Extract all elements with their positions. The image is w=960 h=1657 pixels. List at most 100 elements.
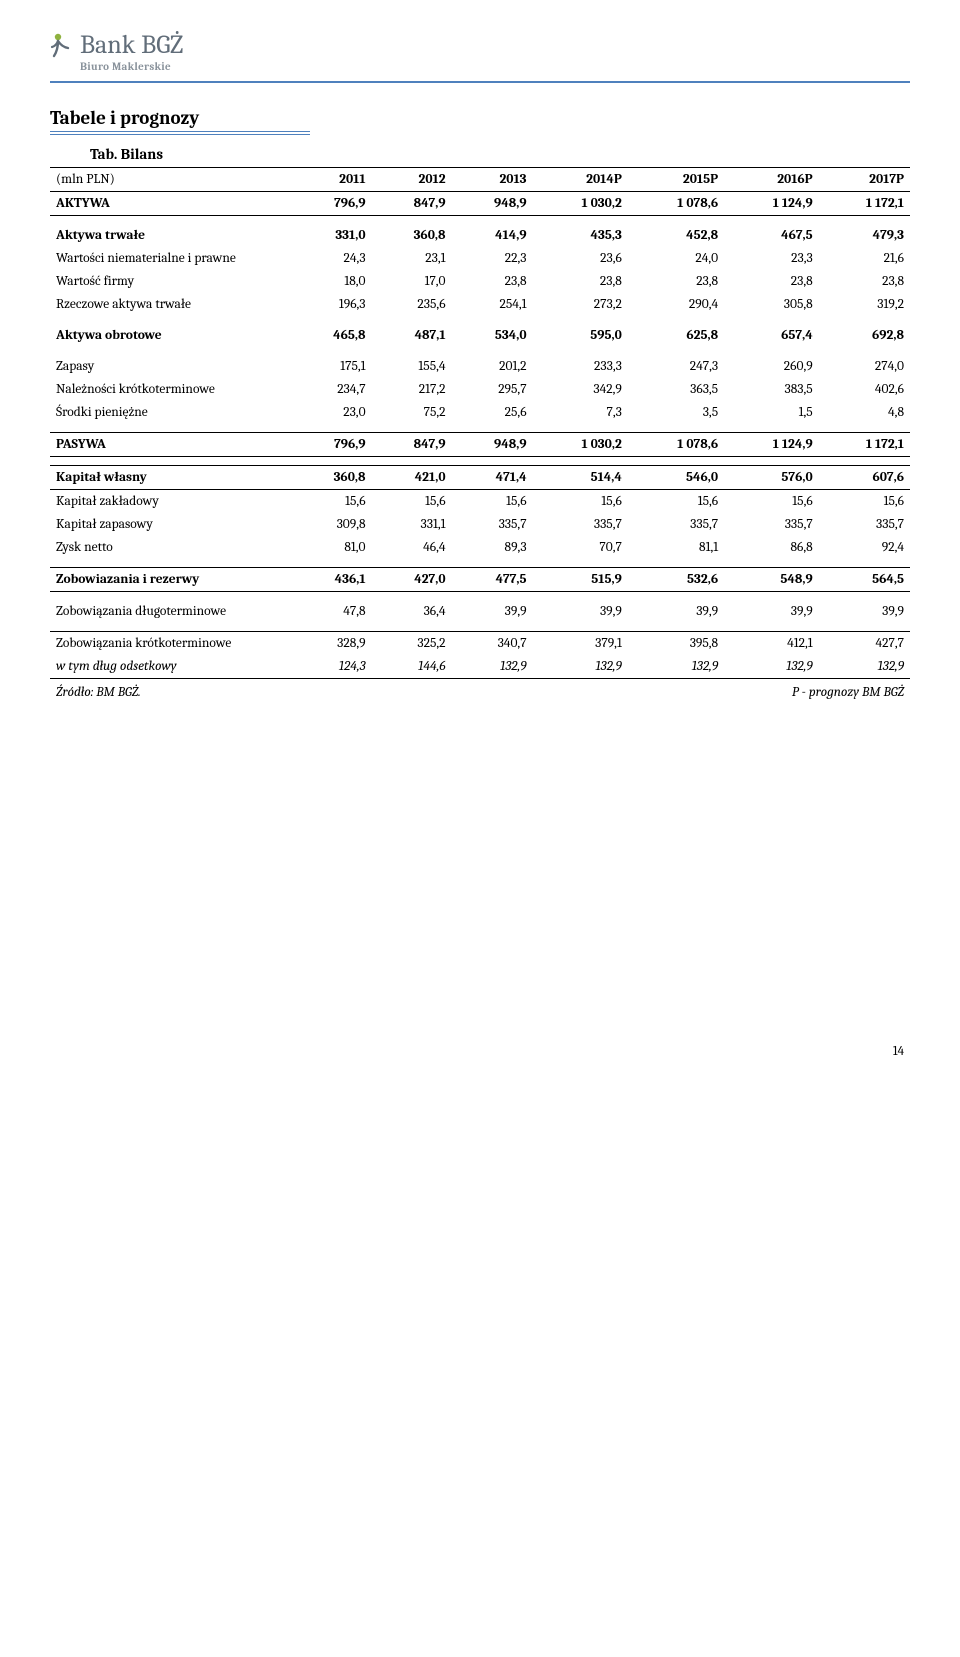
value-cell: 948,9: [452, 433, 533, 457]
table-row: Wartość firmy18,017,023,823,823,823,823,…: [50, 270, 910, 293]
col-6: 2017P: [819, 168, 910, 192]
value-cell: 479,3: [819, 224, 910, 247]
value-cell: 15,6: [724, 490, 819, 514]
brand-name: Bank BGŻ: [80, 30, 183, 60]
value-cell: 24,0: [628, 247, 724, 270]
value-cell: 1 172,1: [819, 433, 910, 457]
value-cell: 402,6: [819, 378, 910, 401]
value-cell: 233,3: [533, 355, 628, 378]
value-cell: 309,8: [291, 513, 372, 536]
value-cell: 1 124,9: [724, 433, 819, 457]
value-cell: 576,0: [724, 466, 819, 490]
value-cell: 331,1: [372, 513, 452, 536]
value-cell: 39,9: [819, 600, 910, 623]
table-row: PASYWA796,9847,9948,91 030,21 078,61 124…: [50, 433, 910, 457]
value-cell: 363,5: [628, 378, 724, 401]
row-label: Zobowiązania długoterminowe: [50, 600, 291, 623]
value-cell: 17,0: [372, 270, 452, 293]
value-cell: 427,0: [372, 568, 452, 592]
value-cell: 39,9: [628, 600, 724, 623]
value-cell: 564,5: [819, 568, 910, 592]
value-cell: 305,8: [724, 293, 819, 316]
value-cell: 23,8: [533, 270, 628, 293]
value-cell: 465,8: [291, 324, 372, 347]
value-cell: 24,3: [291, 247, 372, 270]
value-cell: 692,8: [819, 324, 910, 347]
col-0: 2011: [291, 168, 372, 192]
row-label: Aktywa trwałe: [50, 224, 291, 247]
value-cell: 421,0: [372, 466, 452, 490]
table-row: Zobowiązania krótkoterminowe328,9325,234…: [50, 632, 910, 656]
value-cell: 23,0: [291, 401, 372, 424]
value-cell: 319,2: [819, 293, 910, 316]
value-cell: 427,7: [819, 632, 910, 656]
row-label: AKTYWA: [50, 192, 291, 216]
value-cell: 81,1: [628, 536, 724, 559]
row-label: Rzeczowe aktywa trwałe: [50, 293, 291, 316]
value-cell: 436,1: [291, 568, 372, 592]
unit-cell: (mln PLN): [50, 168, 291, 192]
brand-icon: [50, 32, 74, 58]
value-cell: 796,9: [291, 433, 372, 457]
spacer-cell: [50, 424, 910, 433]
value-cell: 132,9: [452, 655, 533, 679]
value-cell: 92,4: [819, 536, 910, 559]
value-cell: 18,0: [291, 270, 372, 293]
table-title: Tab. Bilans: [90, 145, 910, 163]
value-cell: 948,9: [452, 192, 533, 216]
row-label: w tym dług odsetkowy: [50, 655, 291, 679]
value-cell: 534,0: [452, 324, 533, 347]
value-cell: 47,8: [291, 600, 372, 623]
value-cell: 25,6: [452, 401, 533, 424]
value-cell: 625,8: [628, 324, 724, 347]
header-rule: [50, 81, 910, 83]
table-row: Zysk netto81,046,489,370,781,186,892,4: [50, 536, 910, 559]
brand-subtitle: Biuro Maklerskie: [80, 60, 910, 73]
value-cell: 81,0: [291, 536, 372, 559]
value-cell: 335,7: [724, 513, 819, 536]
value-cell: 532,6: [628, 568, 724, 592]
financial-table: (mln PLN) 2011 2012 2013 2014P 2015P 201…: [50, 167, 910, 679]
value-cell: 328,9: [291, 632, 372, 656]
value-cell: 3,5: [628, 401, 724, 424]
value-cell: 254,1: [452, 293, 533, 316]
value-cell: 487,1: [372, 324, 452, 347]
value-cell: 471,4: [452, 466, 533, 490]
value-cell: 247,3: [628, 355, 724, 378]
table-row: [50, 347, 910, 355]
value-cell: 395,8: [628, 632, 724, 656]
table-body: AKTYWA796,9847,9948,91 030,21 078,61 124…: [50, 192, 910, 679]
value-cell: 452,8: [628, 224, 724, 247]
value-cell: 1 030,2: [533, 192, 628, 216]
value-cell: 325,2: [372, 632, 452, 656]
col-1: 2012: [372, 168, 452, 192]
value-cell: 1 124,9: [724, 192, 819, 216]
value-cell: 15,6: [628, 490, 724, 514]
value-cell: 335,7: [533, 513, 628, 536]
value-cell: 435,3: [533, 224, 628, 247]
value-cell: 22,3: [452, 247, 533, 270]
table-row: [50, 592, 910, 601]
value-cell: 75,2: [372, 401, 452, 424]
footer-source: Źródło: BM BGŻ.: [50, 681, 291, 704]
table-row: Aktywa trwałe331,0360,8414,9435,3452,846…: [50, 224, 910, 247]
value-cell: 335,7: [819, 513, 910, 536]
row-label: Zobowiazania i rezerwy: [50, 568, 291, 592]
value-cell: 847,9: [372, 433, 452, 457]
value-cell: 124,3: [291, 655, 372, 679]
value-cell: 383,5: [724, 378, 819, 401]
table-row: Wartości niematerialne i prawne24,323,12…: [50, 247, 910, 270]
value-cell: 144,6: [372, 655, 452, 679]
value-cell: 21,6: [819, 247, 910, 270]
table-row: Aktywa obrotowe465,8487,1534,0595,0625,8…: [50, 324, 910, 347]
section-title: Tabele i prognozy: [50, 107, 910, 131]
value-cell: 39,9: [724, 600, 819, 623]
col-3: 2014P: [533, 168, 628, 192]
value-cell: 412,1: [724, 632, 819, 656]
value-cell: 335,7: [452, 513, 533, 536]
page-number: 14: [50, 1044, 910, 1059]
value-cell: 4,8: [819, 401, 910, 424]
value-cell: 23,8: [452, 270, 533, 293]
value-cell: 132,9: [533, 655, 628, 679]
spacer-cell: [50, 457, 910, 466]
